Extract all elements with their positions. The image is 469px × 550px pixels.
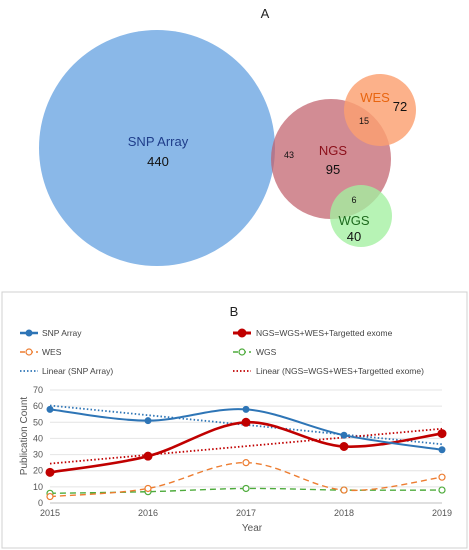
legend-label-linear-snp-array: Linear (SNP Array) — [42, 366, 113, 376]
legend-item-linear-snp-array: Linear (SNP Array) — [20, 366, 113, 376]
chart-frame — [1, 291, 468, 549]
line-chart-panel: B SNP Array NGS=WGS+WES+Targetted exome … — [1, 291, 468, 549]
venn-circle-wgs — [330, 185, 392, 247]
x-tick-label: 2019 — [432, 508, 452, 518]
venn-set-name-wgs: WGS — [338, 213, 369, 228]
point-snp-array-2015 — [46, 405, 54, 413]
x-tick-label: 2016 — [138, 508, 158, 518]
y-tick-label: 10 — [33, 482, 43, 492]
y-tick-label: 50 — [33, 417, 43, 427]
legend-item-wes: WES — [20, 347, 62, 357]
legend-marker-wgs — [238, 348, 246, 356]
legend: SNP Array NGS=WGS+WES+Targetted exome WE… — [20, 328, 424, 376]
series-linear-ngs-wgs-wes-targetted-exome — [49, 427, 443, 465]
y-tick-label: 70 — [33, 385, 43, 395]
point-wgs-2019 — [438, 486, 446, 494]
venn-panel: A SNP Array 440 NGS 95 WES 72 WGS 40 43 … — [39, 6, 416, 266]
x-axis-ticks: 2015 2016 2017 2018 2019 — [40, 508, 452, 518]
legend-marker-snp-array — [25, 329, 33, 337]
venn-set-name-snp-array: SNP Array — [128, 134, 189, 149]
legend-marker-ngs — [237, 328, 247, 338]
venn-circle-snp-array — [39, 30, 275, 266]
series-wes — [46, 459, 446, 501]
point-ngs-wgs-wes-targetted-exome-2019 — [437, 429, 447, 439]
venn-set-value-ngs: 95 — [326, 162, 340, 177]
x-axis-label: Year — [242, 523, 263, 534]
point-snp-array-2016 — [144, 417, 152, 425]
trendline-linear-ngs-wgs-wes-targetted-exome — [49, 427, 443, 465]
legend-label-linear-ngs: Linear (NGS=WGS+WES+Targetted exome) — [256, 366, 424, 376]
point-wes-2015 — [46, 492, 54, 501]
x-tick-label: 2017 — [236, 508, 256, 518]
y-tick-label: 20 — [33, 466, 43, 476]
legend-item-wgs: WGS — [233, 347, 277, 357]
legend-label-wes: WES — [42, 347, 62, 357]
point-wes-2016 — [144, 484, 152, 493]
point-ngs-wgs-wes-targetted-exome-2015 — [45, 467, 55, 477]
y-axis-ticks: 0 10 20 30 40 50 60 70 — [33, 385, 43, 508]
venn-overlap-ngs-wgs: 6 — [351, 195, 356, 205]
y-tick-label: 30 — [33, 450, 43, 460]
legend-item-ngs: NGS=WGS+WES+Targetted exome — [233, 328, 393, 338]
venn-set-value-wes: 72 — [393, 99, 407, 114]
point-wes-2018 — [340, 486, 348, 494]
series-ngs-wgs-wes-targetted-exome — [45, 417, 447, 477]
point-snp-array-2017 — [242, 405, 250, 413]
series-snp-array — [46, 405, 446, 454]
point-snp-array-2018 — [340, 431, 348, 439]
point-wgs-2017 — [242, 484, 250, 493]
point-ngs-wgs-wes-targetted-exome-2017 — [241, 417, 251, 427]
y-tick-label: 40 — [33, 433, 43, 443]
venn-set-value-wgs: 40 — [347, 229, 361, 244]
y-axis-label: Publication Count — [19, 397, 30, 476]
y-tick-label: 0 — [38, 498, 43, 508]
legend-item-snp-array: SNP Array — [20, 328, 82, 338]
venn-overlap-snp-ngs: 43 — [284, 150, 294, 160]
y-tick-label: 60 — [33, 401, 43, 411]
point-ngs-wgs-wes-targetted-exome-2016 — [143, 451, 153, 461]
legend-label-snp-array: SNP Array — [42, 328, 82, 338]
venn-set-value-snp-array: 440 — [147, 154, 169, 169]
x-tick-label: 2015 — [40, 508, 60, 518]
panel-label-a: A — [261, 6, 270, 21]
panel-label-b: B — [230, 304, 239, 319]
plot-area — [45, 404, 447, 501]
legend-item-linear-ngs: Linear (NGS=WGS+WES+Targetted exome) — [233, 366, 424, 376]
point-wes-2019 — [438, 473, 446, 481]
point-wes-2017 — [242, 459, 250, 467]
venn-circle-wes — [344, 74, 416, 146]
venn-set-name-ngs: NGS — [319, 143, 348, 158]
venn-set-name-wes: WES — [360, 90, 390, 105]
point-ngs-wgs-wes-targetted-exome-2018 — [339, 442, 349, 451]
venn-overlap-ngs-wes: 15 — [359, 116, 369, 126]
x-tick-label: 2018 — [334, 508, 354, 518]
legend-label-wgs: WGS — [256, 347, 277, 357]
point-snp-array-2019 — [438, 446, 446, 454]
legend-marker-wes — [25, 348, 33, 356]
legend-label-ngs: NGS=WGS+WES+Targetted exome — [256, 328, 393, 338]
